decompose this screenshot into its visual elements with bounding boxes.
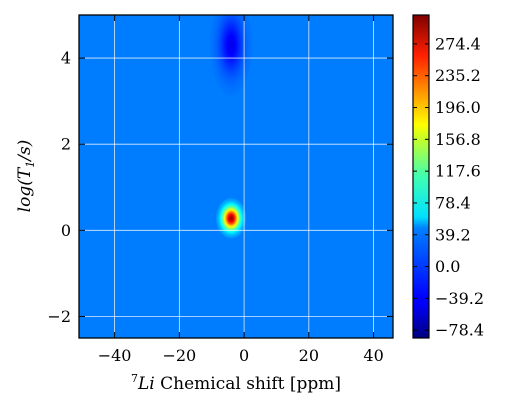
y-label-main: log(T — [15, 166, 35, 212]
heatmap-peak — [215, 198, 247, 239]
heatmap-plot-area — [78, 14, 394, 339]
x-tick-labels: −40 −20 0 20 40 — [98, 346, 384, 365]
colorbar-tick-label: 78.4 — [435, 193, 471, 212]
axis-ticks — [79, 15, 393, 338]
y-tick-label: −2 — [47, 307, 71, 326]
colorbar: 274.4 235.2 196.0 156.8 117.6 78.4 39.2 0.0 −39.… — [412, 14, 484, 340]
colorbar-tick-label: −39.2 — [435, 289, 484, 308]
y-label-subscript: 1 — [24, 161, 37, 168]
x-axis-label: 7Li Chemical shift [ppm] — [131, 372, 341, 394]
x-label-text: Chemical shift [ppm] — [155, 374, 341, 394]
colorbar-frame — [412, 14, 430, 339]
colorbar-ticks: 274.4 235.2 196.0 156.8 117.6 78.4 39.2 0.0 −39.… — [413, 34, 484, 340]
heatmap-peak-contour — [230, 43, 232, 47]
colorbar-gradient — [413, 15, 429, 338]
x-tick-label: −20 — [162, 346, 196, 365]
y-label-tail: /s) — [15, 140, 35, 163]
colorbar-tick-label: 274.4 — [435, 34, 481, 53]
plot-grid — [79, 15, 393, 338]
x-tick-label: 0 — [239, 346, 249, 365]
plot-frame — [78, 14, 394, 339]
x-tick-label: 20 — [299, 346, 319, 365]
colorbar-tick-label: −78.4 — [435, 321, 484, 340]
heatmap-peak-contour — [230, 217, 232, 219]
colorbar-tick-label: 39.2 — [435, 225, 471, 244]
colorbar-tick-label: 117.6 — [435, 162, 481, 181]
y-tick-labels: −2 0 2 4 — [47, 49, 71, 326]
y-tick-label: 4 — [61, 49, 71, 68]
colorbar-tick-label: 0.0 — [435, 257, 460, 276]
y-axis-label: log(T1/s) — [15, 140, 37, 213]
x-tick-label: 40 — [363, 346, 383, 365]
x-tick-label: −40 — [98, 346, 132, 365]
colorbar-tick-label: 235.2 — [435, 66, 481, 85]
heatmap-peak — [210, 15, 253, 96]
colorbar-tick-label: 196.0 — [435, 98, 481, 117]
x-label-superscript: 7 — [131, 372, 138, 385]
y-tick-label: 2 — [61, 135, 71, 154]
x-label-nucleus: Li — [137, 374, 155, 394]
y-tick-label: 0 — [61, 221, 71, 240]
heatmap-marks — [210, 15, 253, 239]
colorbar-tick-label: 156.8 — [435, 130, 481, 149]
